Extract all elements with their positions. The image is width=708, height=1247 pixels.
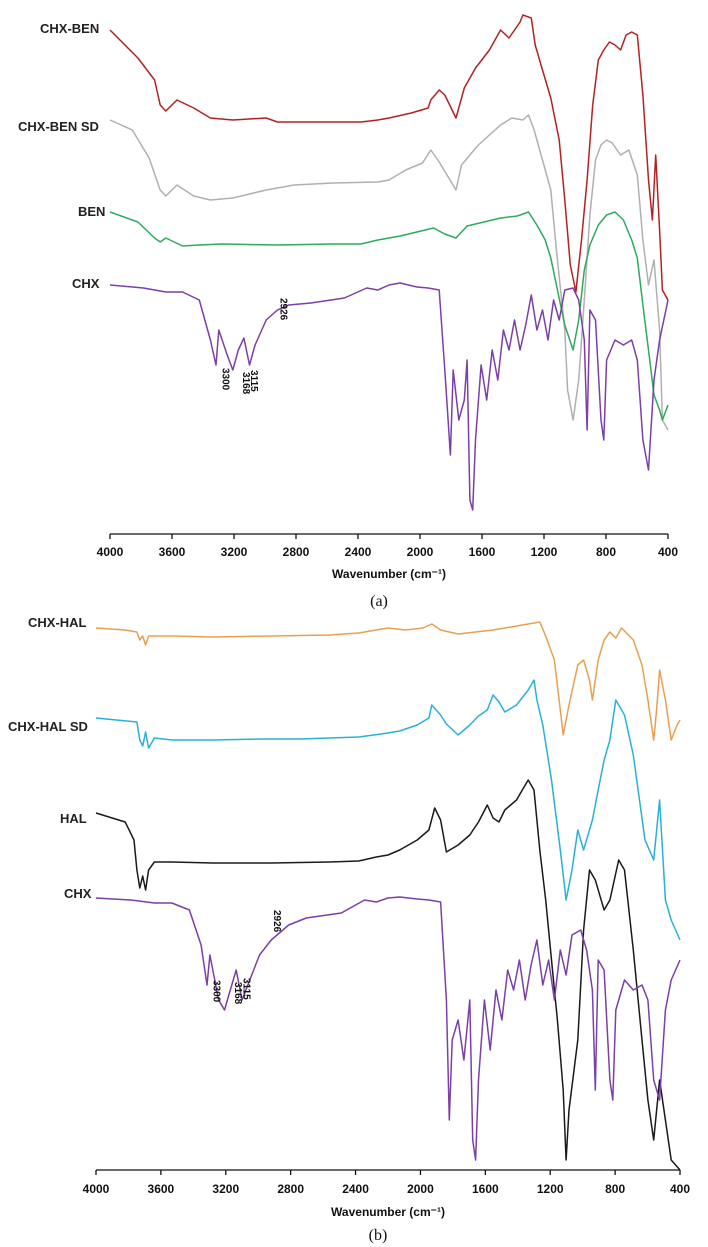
x-tick-label: 400 [670,1182,690,1196]
peak-annotation: 3168 [232,982,243,1005]
x-tick-label: 800 [596,545,616,559]
x-tick-label: 1600 [469,545,496,559]
series-label-chx-ben: CHX-BEN [40,21,99,36]
series-label-chx: CHX [72,276,100,291]
x-tick-label: 2400 [342,1182,369,1196]
series-label-chx-hal-sd: CHX-HAL SD [8,719,88,734]
x-tick-label: 1200 [537,1182,564,1196]
series-line-hal [95,779,681,1171]
x-tick-label: 4000 [97,545,124,559]
series-label-hal: HAL [60,811,87,826]
series-label-chx: CHX [64,886,92,901]
series-line-ben [109,211,669,421]
peak-annotation: 3300 [211,980,222,1003]
series-label-chx-ben-sd: CHX-BEN SD [18,119,99,134]
peak-annotation: 3300 [220,368,231,391]
panel-a: CHX-BEN CHX-BEN SD BEN CHX 4000 3600 3200 2800 2… [18,14,678,610]
x-tick-label: 3600 [159,545,186,559]
panel-label: (a) [370,593,388,610]
x-tick-label: 3200 [212,1182,239,1196]
x-tick-label: 2400 [345,545,372,559]
peak-annotation: 3168 [240,372,251,395]
peak-annotation: 3115 [241,978,252,1000]
x-tick-label: 1600 [472,1182,499,1196]
series-line-chx-ben [109,14,669,301]
x-tick-label: 3200 [221,545,248,559]
x-tick-label: 4000 [83,1182,110,1196]
panel-b: CHX-HAL CHX-HAL SD HAL CHX 4000 3600 3200 2800 2… [8,615,690,1244]
x-tick-label: 3600 [148,1182,175,1196]
peak-annotation: 3115 [248,370,259,392]
x-axis-title: Wavenumber (cm⁻¹) [332,567,446,581]
x-tick-label: 2800 [277,1182,304,1196]
x-tick-label: 1200 [531,545,558,559]
panel-label: (b) [369,1227,388,1244]
x-tick-label: 2000 [407,1182,434,1196]
series-line-chx [95,896,681,1161]
x-tick-label: 800 [605,1182,625,1196]
series-label-ben: BEN [78,204,105,219]
series-label-chx-hal: CHX-HAL [28,615,87,630]
series-line-chx-hal [95,621,681,741]
x-tick-label: 2800 [283,545,310,559]
series-line-chx [109,282,669,511]
series-line-chx-hal-sd [95,679,681,941]
x-tick-label: 400 [658,545,678,559]
peak-annotation: 2926 [278,298,289,321]
x-tick-label: 2000 [407,545,434,559]
x-axis-title: Wavenumber (cm⁻¹) [331,1205,445,1219]
peak-annotation: 2926 [271,910,282,933]
series-line-chx-ben-sd [109,114,669,431]
